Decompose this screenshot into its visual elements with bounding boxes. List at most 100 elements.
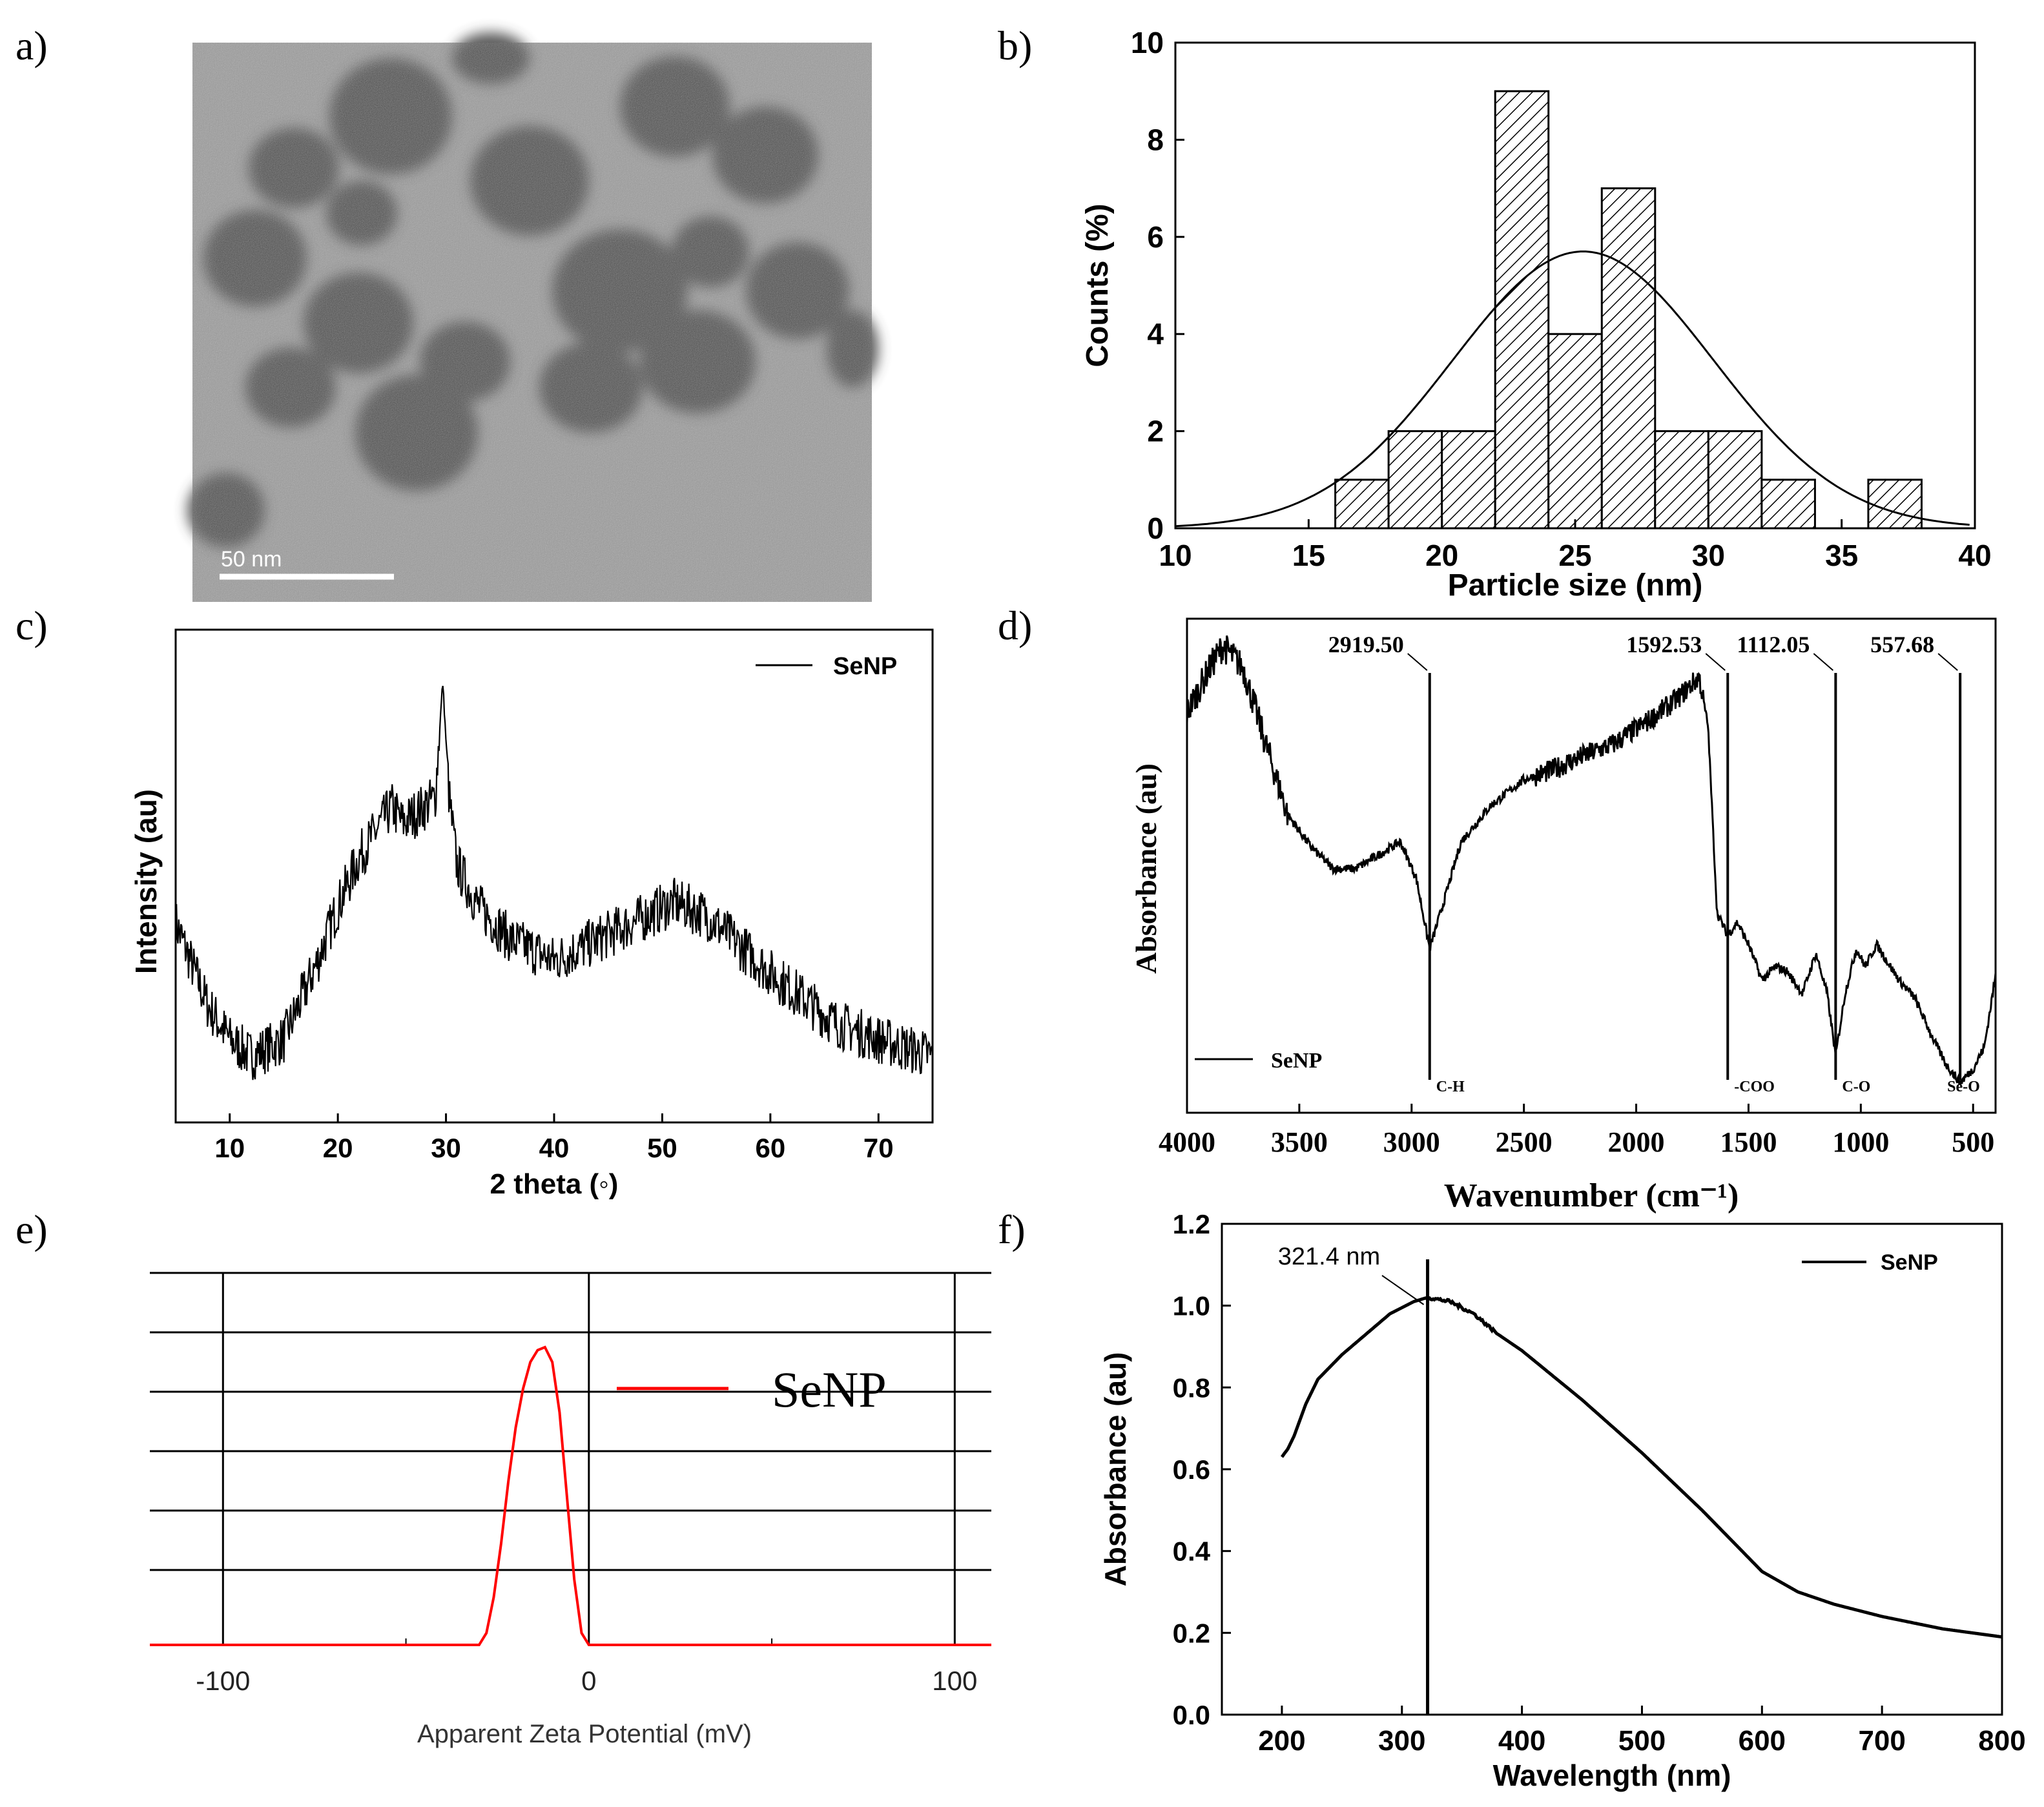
y-tick-label: 1.2 <box>1173 1209 1210 1239</box>
y-tick-label: 0 <box>1147 511 1164 545</box>
legend-label: SeNP <box>772 1361 887 1418</box>
legend-label: SeNP <box>1271 1049 1322 1073</box>
x-tick-label: 1000 <box>1832 1126 1889 1158</box>
legend-label: SeNP <box>833 653 897 680</box>
y-tick-label: 1.0 <box>1173 1291 1210 1321</box>
y-tick-label: 10 <box>1131 26 1164 59</box>
y-axis-label: Absorbance (au) <box>1130 763 1162 974</box>
x-tick-label: 600 <box>1739 1725 1786 1757</box>
y-tick-label: 0.4 <box>1173 1536 1211 1567</box>
y-tick-label: 0.2 <box>1173 1618 1210 1648</box>
functional-group-label: C-O <box>1842 1079 1870 1095</box>
histogram-bar <box>1494 90 1550 530</box>
ftir-series-line <box>1186 635 1997 1088</box>
functional-group-label: Se-O <box>1947 1079 1980 1095</box>
y-axis-label: Counts (%) <box>1080 203 1115 367</box>
chart-d-ftir: 2919.50 C-H 1592.53 -COO 1112.05 C-O 557.68 Se-… <box>1130 617 1997 1214</box>
histogram-bar <box>1600 187 1657 530</box>
histogram-bar <box>1334 479 1390 530</box>
x-tick-label: 4000 <box>1159 1126 1215 1158</box>
peak-value-label: 321.4 nm <box>1278 1243 1380 1270</box>
histogram-bar <box>1654 430 1709 530</box>
legend-label: SeNP <box>1881 1250 1938 1275</box>
tem-image: 50 nm <box>187 32 878 602</box>
y-axis-label: Absorbance (au) <box>1099 1352 1132 1587</box>
plot-frame <box>1186 617 1997 1114</box>
panel-label-e: e) <box>15 1206 48 1252</box>
x-tick-label: 3500 <box>1271 1126 1328 1158</box>
chart-e-zeta: -100 0 100 SeNP Apparent Zeta Potential (mV) <box>150 1272 991 1748</box>
gaussian-fit-line <box>1175 250 1970 528</box>
peak-value-label: 557.68 <box>1870 632 1934 657</box>
x-tick-label: 70 <box>863 1133 894 1163</box>
panel-label-c: c) <box>15 603 48 648</box>
histogram-bar <box>1707 430 1763 530</box>
x-tick-label: 3000 <box>1383 1126 1440 1158</box>
x-axis-label: Particle size (nm) <box>1448 568 1703 603</box>
x-tick-label: 500 <box>1618 1725 1666 1757</box>
x-tick-label: 35 <box>1825 539 1858 572</box>
x-tick-label: 25 <box>1558 539 1591 572</box>
x-axis-label: 2 theta (◦) <box>490 1168 619 1200</box>
x-tick-label: 700 <box>1858 1725 1905 1757</box>
uvvis-series-line <box>1280 1296 2003 1639</box>
x-tick-label: 40 <box>1958 539 1991 572</box>
x-tick-label: 200 <box>1258 1725 1305 1757</box>
x-tick-label: 800 <box>1978 1725 2025 1757</box>
histogram-bar <box>1547 333 1603 530</box>
peak-arrow <box>1813 653 1834 671</box>
histogram-bar <box>1867 479 1923 530</box>
zeta-series-line <box>150 1345 991 1646</box>
chart-f-uvvis: 321.4 nm 200 300 400 500 600 700 800 0.0 0.2 0.4 0.… <box>1099 1209 2026 1792</box>
x-tick-label: 10 <box>214 1133 245 1163</box>
x-tick-label: 60 <box>755 1133 785 1163</box>
x-tick-label: 30 <box>1692 539 1725 572</box>
x-tick-label: 20 <box>323 1133 353 1163</box>
panel-label-f: f) <box>998 1206 1026 1252</box>
x-axis-label: Apparent Zeta Potential (mV) <box>417 1720 752 1748</box>
functional-group-label: C-H <box>1436 1079 1465 1095</box>
x-tick-label: 15 <box>1292 539 1325 572</box>
x-tick-label: 2000 <box>1608 1126 1665 1158</box>
plot-frame <box>1221 1223 2003 1716</box>
functional-group-label: -COO <box>1734 1079 1775 1095</box>
peak-arrow <box>1381 1275 1425 1305</box>
peak-value-label: 2919.50 <box>1328 632 1404 657</box>
peak-arrow <box>1705 653 1726 671</box>
y-tick-label: 0.6 <box>1173 1454 1210 1485</box>
x-tick-label: 100 <box>932 1666 977 1696</box>
chart-b-histogram: 10 15 20 25 30 35 40 0 2 4 6 8 10 Particle size (nm) C… <box>1080 26 1992 603</box>
x-tick-label: 1500 <box>1720 1126 1777 1158</box>
y-tick-label: 6 <box>1147 220 1164 254</box>
x-tick-label: -100 <box>196 1666 250 1696</box>
y-tick-label: 0.0 <box>1173 1700 1210 1730</box>
x-tick-label: 50 <box>647 1133 677 1163</box>
panel-label-d: d) <box>998 603 1032 648</box>
x-axis-label: Wavelength (nm) <box>1493 1759 1731 1792</box>
y-tick-label: 2 <box>1147 415 1164 448</box>
x-tick-label: 40 <box>539 1133 570 1163</box>
x-tick-label: 300 <box>1378 1725 1425 1757</box>
x-tick-label: 0 <box>581 1666 596 1696</box>
peak-value-label: 1592.53 <box>1626 632 1702 657</box>
panel-label-a: a) <box>15 23 48 68</box>
y-tick-label: 8 <box>1147 123 1164 156</box>
x-tick-label: 20 <box>1425 539 1458 572</box>
plot-frame <box>174 628 934 1124</box>
histogram-bar <box>1387 430 1443 530</box>
chart-c-xrd: 10 20 30 40 50 60 70 SeNP 2 theta (◦) Intensity (… <box>129 628 934 1200</box>
histogram-bar <box>1760 479 1816 530</box>
y-tick-label: 4 <box>1147 317 1164 351</box>
x-tick-label: 30 <box>431 1133 461 1163</box>
scale-bar-label: 50 nm <box>221 547 282 572</box>
x-tick-label: 10 <box>1159 539 1192 572</box>
peak-arrow <box>1407 653 1428 671</box>
x-tick-label: 400 <box>1498 1725 1545 1757</box>
y-tick-label: 0.8 <box>1173 1372 1210 1403</box>
x-tick-label: 500 <box>1952 1126 1994 1158</box>
y-axis-label: Intensity (au) <box>129 789 163 974</box>
peak-arrow <box>1937 653 1958 671</box>
panel-label-b: b) <box>998 23 1032 68</box>
x-tick-label: 2500 <box>1496 1126 1553 1158</box>
